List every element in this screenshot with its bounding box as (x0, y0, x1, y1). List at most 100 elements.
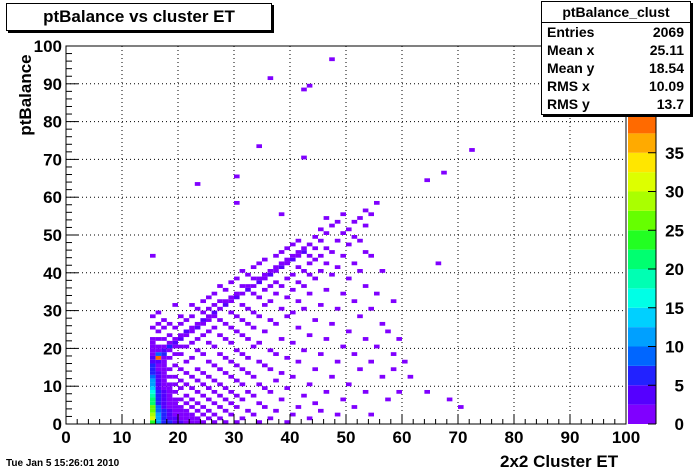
heatmap-bin (234, 348, 240, 353)
heatmap-bin (189, 420, 195, 424)
heatmap-bin (245, 389, 251, 394)
heatmap-bin (155, 374, 162, 379)
x-tick-label: 40 (281, 428, 300, 447)
heatmap-bin (256, 382, 262, 387)
heatmap-bin (334, 359, 341, 364)
heatmap-bin (200, 333, 206, 338)
heatmap-bin (306, 261, 313, 266)
palette-swatch (628, 365, 656, 386)
heatmap-bin (374, 344, 380, 349)
heatmap-bin (306, 242, 313, 247)
stats-row-entries: Entries 2069 (542, 23, 690, 41)
heatmap-bin (211, 325, 218, 330)
heatmap-bin (189, 405, 195, 409)
heatmap-bin (368, 412, 374, 417)
x-tick-label: 10 (113, 428, 132, 447)
heatmap-bin (211, 363, 218, 368)
heatmap-bin (273, 321, 279, 326)
heatmap-bin (161, 318, 167, 322)
heatmap-bin (166, 401, 173, 406)
heatmap-bin (346, 276, 352, 281)
heatmap-bin (329, 321, 335, 326)
heatmap-bin (234, 174, 240, 179)
heatmap-bin (222, 397, 229, 402)
stats-name: ptBalance_clust (542, 2, 690, 23)
heatmap-bin (267, 299, 274, 304)
heatmap-bin (161, 374, 167, 379)
heatmap-bin (379, 321, 386, 326)
heatmap-bin (267, 348, 274, 353)
heatmap-bin (284, 314, 290, 319)
heatmap-bin (290, 310, 296, 315)
heatmap-bin (318, 227, 324, 232)
heatmap-bin (206, 314, 212, 319)
heatmap-bin (284, 295, 290, 300)
heatmap-bin (161, 337, 167, 341)
heatmap-bin (217, 416, 223, 421)
heatmap-bin (245, 287, 251, 292)
heatmap-bin (150, 412, 156, 417)
heatmap-bin (178, 408, 184, 413)
heatmap-bin (340, 344, 346, 349)
heatmap-bin (295, 405, 302, 409)
palette-swatch (628, 152, 656, 173)
heatmap-bin (234, 200, 240, 205)
palette-tick-label: 25 (665, 221, 684, 240)
heatmap-bin (161, 344, 167, 349)
heatmap-bin (262, 329, 268, 334)
heatmap-bin (256, 280, 262, 285)
heatmap-bin (155, 408, 162, 413)
heatmap-bin (346, 227, 352, 232)
heatmap-bin (273, 253, 279, 258)
heatmap-bin (329, 374, 335, 379)
heatmap-bin (256, 340, 262, 345)
stats-value: 18.54 (648, 60, 684, 76)
heatmap-bin (435, 261, 442, 266)
stats-value: 25.11 (649, 42, 684, 58)
heatmap-bin (161, 378, 167, 383)
heatmap-bin (290, 340, 296, 345)
heatmap-bin (295, 253, 302, 258)
heatmap-bin (161, 389, 167, 394)
heatmap-bin (178, 314, 184, 319)
palette-tick-label: 35 (665, 144, 684, 163)
heatmap-bin (228, 325, 234, 330)
heatmap-bin (312, 401, 318, 406)
heatmap-bin (267, 76, 274, 81)
heatmap-bin (183, 318, 190, 322)
y-axis: 0 10 20 30 40 50 60 70 80 90 100 (34, 37, 78, 434)
heatmap-bin (161, 352, 167, 356)
palette-swatch (628, 230, 656, 250)
heatmap-bin (267, 389, 274, 394)
palette-swatch (628, 346, 656, 366)
heatmap-bin (150, 378, 156, 383)
palette-swatch (628, 404, 656, 424)
heatmap-bin (161, 348, 167, 353)
y-tick-label: 100 (34, 37, 62, 56)
stats-row-mean-x: Mean x 25.11 (542, 41, 690, 59)
heatmap-bin (161, 325, 167, 330)
heatmap-bin (200, 318, 206, 322)
heatmap-bin (161, 367, 167, 372)
heatmap-bin (194, 408, 201, 413)
heatmap-bin (178, 321, 184, 326)
heatmap-bin (323, 261, 330, 266)
heatmap-bin (161, 416, 167, 421)
heatmap-bin (301, 155, 307, 160)
heatmap-bin (166, 340, 173, 345)
heatmap-bin (306, 83, 313, 88)
heatmap-bin (178, 405, 184, 409)
heatmap-bin (166, 412, 173, 417)
heatmap-bin (278, 250, 285, 254)
heatmap-bin (250, 276, 257, 281)
heatmap-bin (150, 337, 156, 341)
heatmap-bin (245, 408, 251, 413)
heatmap-bin (234, 363, 240, 368)
heatmap-bin (245, 272, 251, 277)
heatmap-bin (189, 303, 195, 307)
heatmap-bin (323, 246, 330, 251)
heatmap-bin (155, 367, 162, 372)
palette-swatch (628, 385, 656, 405)
x-tick-label: 100 (612, 428, 640, 447)
heatmap-bin (222, 420, 229, 424)
